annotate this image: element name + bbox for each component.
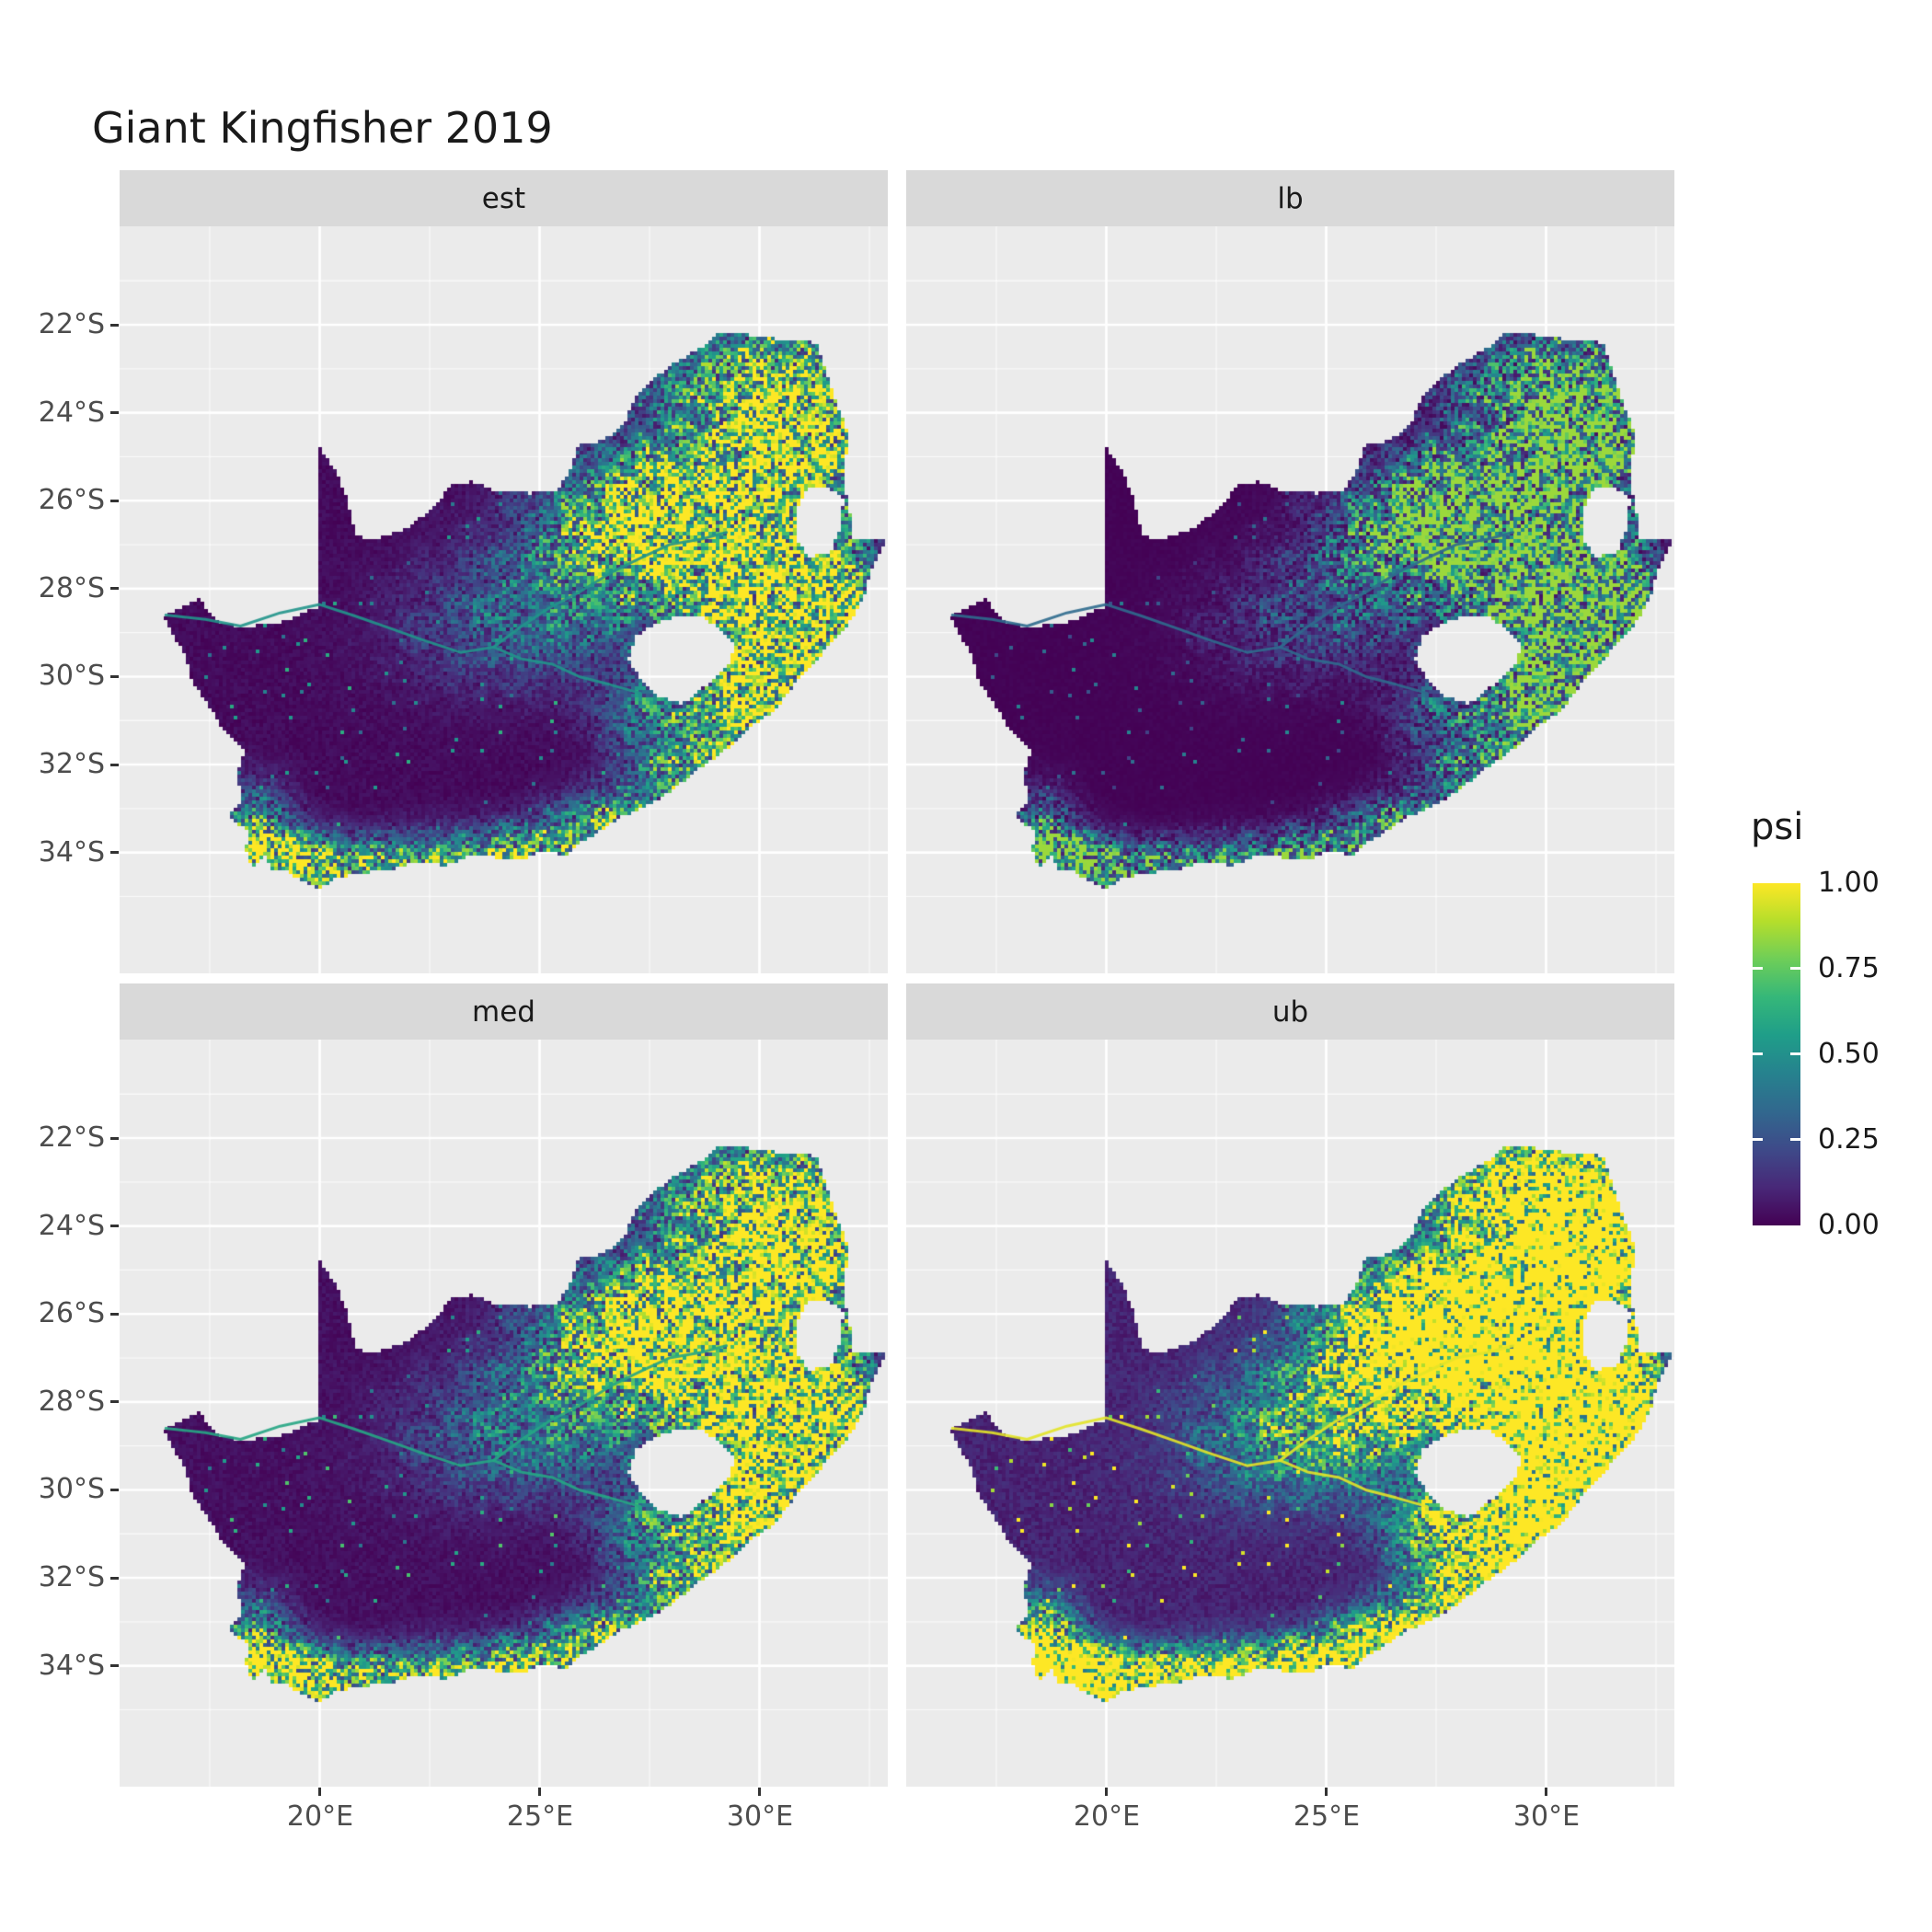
- y-axis-label: 28°S: [38, 1386, 105, 1418]
- x-axis-label: 30°E: [726, 1800, 794, 1833]
- y-axis-label: 24°S: [38, 1210, 105, 1242]
- x-tick: [318, 1788, 321, 1796]
- panel-ub: [906, 1040, 1674, 1787]
- x-axis-label: 20°E: [286, 1800, 354, 1833]
- legend-label: 0.50: [1818, 1038, 1880, 1070]
- y-axis-label: 28°S: [38, 572, 105, 604]
- y-axis-label: 22°S: [38, 308, 105, 340]
- facet-strip-ub: ub: [906, 983, 1674, 1040]
- x-axis-label: 25°E: [1293, 1800, 1361, 1833]
- plot-title: Giant Kingfisher 2019: [92, 103, 553, 153]
- panel-est: [120, 226, 888, 973]
- y-tick: [110, 411, 119, 414]
- y-tick: [110, 1489, 119, 1491]
- facet-strip-med: med: [120, 983, 888, 1040]
- panel-lb: [906, 226, 1674, 973]
- y-axis-label: 26°S: [38, 1297, 105, 1329]
- legend-label: 0.25: [1818, 1123, 1880, 1156]
- legend-colorbar-tick: [1790, 967, 1800, 970]
- map-raster-med: [120, 1040, 888, 1787]
- x-axis-label: 30°E: [1512, 1800, 1581, 1833]
- x-axis-label: 25°E: [506, 1800, 574, 1833]
- x-axis-label: 20°E: [1073, 1800, 1141, 1833]
- facet-strip-label-med: med: [472, 995, 535, 1029]
- y-tick: [110, 1225, 119, 1227]
- y-axis-label: 30°S: [38, 1473, 105, 1505]
- facet-strip-lb: lb: [906, 170, 1674, 226]
- y-tick: [110, 324, 119, 327]
- legend-title: psi: [1751, 806, 1804, 848]
- y-axis-label: 22°S: [38, 1121, 105, 1154]
- map-raster-est: [120, 226, 888, 973]
- y-tick: [110, 1137, 119, 1140]
- legend-colorbar-tick: [1790, 1138, 1800, 1141]
- y-tick: [110, 1400, 119, 1403]
- y-axis-label: 32°S: [38, 748, 105, 780]
- y-axis-label: 34°S: [38, 836, 105, 868]
- facet-strip-label-est: est: [481, 181, 526, 215]
- y-axis-label: 26°S: [38, 484, 105, 516]
- map-raster-ub: [906, 1040, 1674, 1787]
- x-tick: [758, 1788, 761, 1796]
- facet-strip-est: est: [120, 170, 888, 226]
- y-axis-label: 34°S: [38, 1650, 105, 1682]
- y-axis-label: 30°S: [38, 660, 105, 692]
- y-axis-label: 24°S: [38, 397, 105, 429]
- y-tick: [110, 1664, 119, 1667]
- map-raster-lb: [906, 226, 1674, 973]
- y-tick: [110, 587, 119, 590]
- x-tick: [1325, 1788, 1328, 1796]
- legend-colorbar-tick: [1790, 1052, 1800, 1055]
- y-tick: [110, 675, 119, 678]
- x-tick: [1545, 1788, 1547, 1796]
- y-tick: [110, 500, 119, 502]
- y-tick: [110, 764, 119, 766]
- legend-colorbar-tick: [1753, 1052, 1763, 1055]
- x-tick: [1105, 1788, 1108, 1796]
- facet-strip-label-lb: lb: [1277, 181, 1304, 215]
- legend-label: 0.75: [1818, 952, 1880, 984]
- y-tick: [110, 1313, 119, 1316]
- x-tick: [538, 1788, 541, 1796]
- y-tick: [110, 1577, 119, 1580]
- y-tick: [110, 851, 119, 854]
- legend-colorbar-tick: [1753, 967, 1763, 970]
- y-axis-label: 32°S: [38, 1561, 105, 1593]
- legend-colorbar-tick: [1753, 1138, 1763, 1141]
- legend-label: 1.00: [1818, 867, 1880, 899]
- legend-label: 0.00: [1818, 1209, 1880, 1241]
- panel-med: [120, 1040, 888, 1787]
- facet-strip-label-ub: ub: [1271, 995, 1309, 1029]
